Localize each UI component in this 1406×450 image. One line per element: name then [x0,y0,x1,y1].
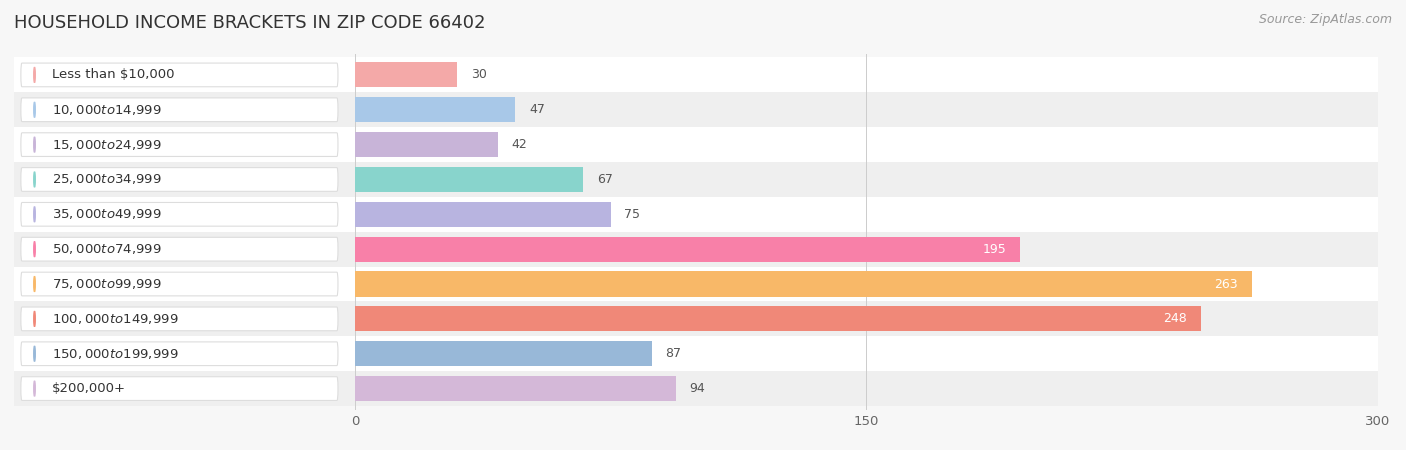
Bar [14,162,1378,197]
Circle shape [34,276,35,292]
Text: 47: 47 [529,103,544,116]
FancyBboxPatch shape [21,342,337,365]
Bar [14,58,1378,92]
Bar [14,302,1378,336]
Circle shape [34,207,35,222]
Bar [354,341,651,366]
Text: 67: 67 [598,173,613,186]
Bar [354,167,583,192]
Circle shape [34,67,35,83]
FancyBboxPatch shape [21,167,337,191]
Text: $150,000 to $199,999: $150,000 to $199,999 [52,347,179,361]
Text: $75,000 to $99,999: $75,000 to $99,999 [52,277,162,291]
FancyBboxPatch shape [21,237,337,261]
Circle shape [34,102,35,117]
Bar [354,132,498,157]
Text: 248: 248 [1163,312,1187,325]
Circle shape [34,172,35,187]
Circle shape [34,381,35,396]
Circle shape [34,137,35,152]
Text: Less than $10,000: Less than $10,000 [52,68,174,81]
Bar [14,92,1378,127]
Text: $10,000 to $14,999: $10,000 to $14,999 [52,103,162,117]
Text: 42: 42 [512,138,527,151]
FancyBboxPatch shape [21,202,337,226]
Circle shape [34,311,35,327]
Text: Source: ZipAtlas.com: Source: ZipAtlas.com [1258,14,1392,27]
Bar [14,266,1378,302]
Text: HOUSEHOLD INCOME BRACKETS IN ZIP CODE 66402: HOUSEHOLD INCOME BRACKETS IN ZIP CODE 66… [14,14,485,32]
Bar [354,63,457,87]
Bar [14,336,1378,371]
FancyBboxPatch shape [21,133,337,157]
Text: $25,000 to $34,999: $25,000 to $34,999 [52,172,162,186]
Bar [14,371,1378,406]
Bar [354,97,515,122]
Text: $15,000 to $24,999: $15,000 to $24,999 [52,138,162,152]
Text: 30: 30 [471,68,486,81]
Circle shape [34,242,35,257]
Text: $100,000 to $149,999: $100,000 to $149,999 [52,312,179,326]
Bar [14,197,1378,232]
FancyBboxPatch shape [21,98,337,122]
Bar [14,232,1378,266]
FancyBboxPatch shape [21,272,337,296]
Text: 195: 195 [983,243,1007,256]
FancyBboxPatch shape [21,307,337,331]
Text: 87: 87 [665,347,682,360]
Text: $200,000+: $200,000+ [52,382,125,395]
Bar [354,202,610,227]
Text: 94: 94 [689,382,704,395]
Bar [354,376,675,401]
Circle shape [34,346,35,361]
Text: 263: 263 [1215,278,1239,291]
Bar [14,127,1378,162]
Bar [354,271,1251,297]
Text: $35,000 to $49,999: $35,000 to $49,999 [52,207,162,221]
Bar [354,306,1201,332]
Text: 75: 75 [624,208,640,221]
Bar [354,237,1019,262]
FancyBboxPatch shape [21,377,337,400]
Text: $50,000 to $74,999: $50,000 to $74,999 [52,242,162,256]
FancyBboxPatch shape [21,63,337,87]
